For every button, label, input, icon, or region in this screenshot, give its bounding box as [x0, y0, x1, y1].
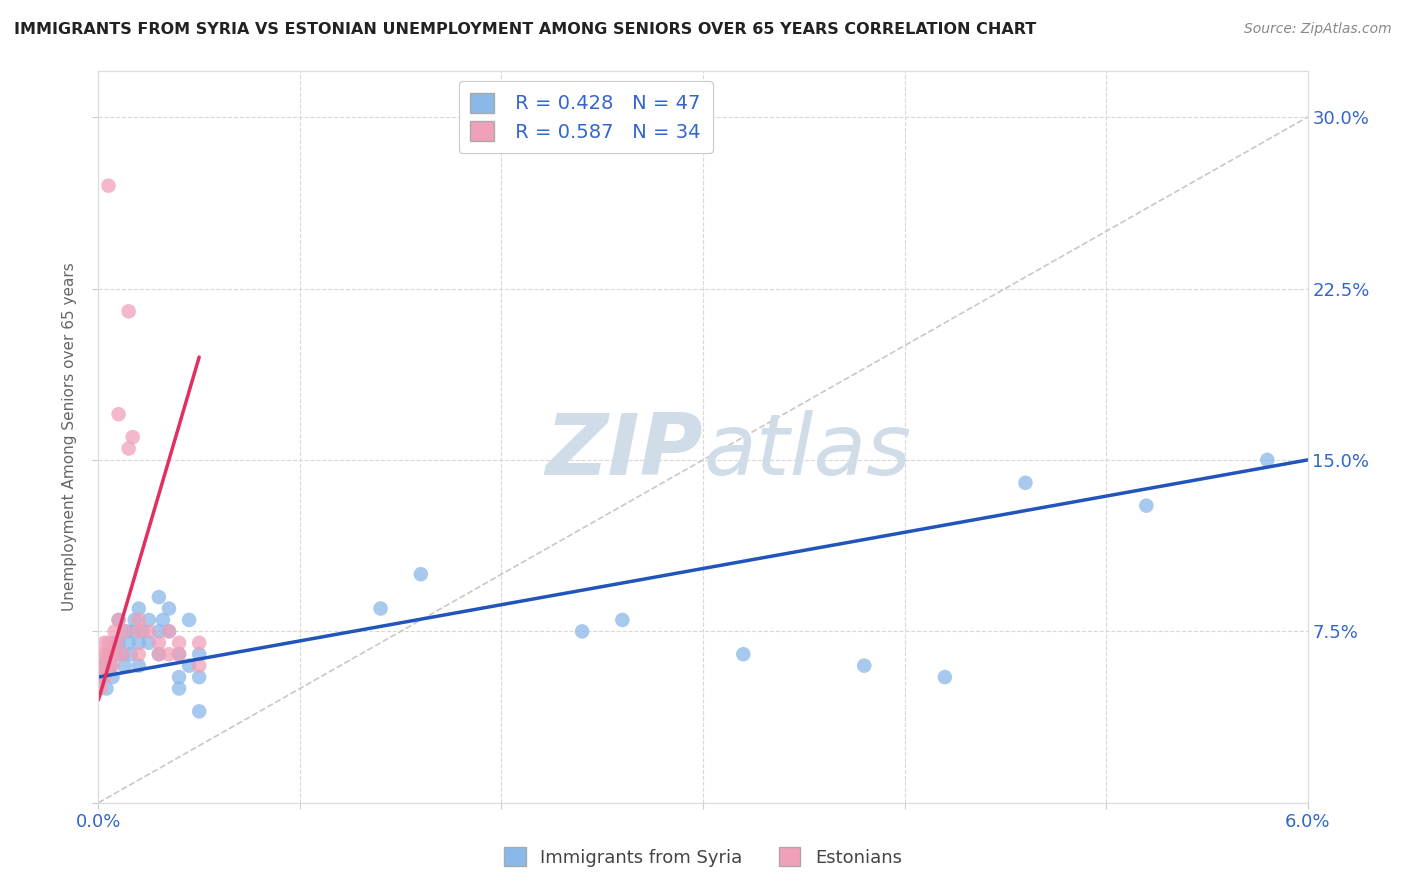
Point — [132, 624, 155, 639]
Text: atlas: atlas — [703, 410, 911, 493]
Point — [91, 647, 114, 661]
Point — [121, 624, 143, 639]
Point — [89, 658, 111, 673]
Point — [157, 624, 180, 639]
Point — [179, 613, 201, 627]
Text: IMMIGRANTS FROM SYRIA VS ESTONIAN UNEMPLOYMENT AMONG SENIORS OVER 65 YEARS CORRE: IMMIGRANTS FROM SYRIA VS ESTONIAN UNEMPL… — [14, 22, 1036, 37]
Point — [107, 636, 129, 650]
Point — [167, 647, 190, 661]
Point — [97, 647, 120, 661]
Point — [128, 636, 150, 650]
Point — [97, 178, 120, 193]
Point — [120, 647, 142, 661]
Point — [96, 658, 118, 673]
Point — [138, 636, 160, 650]
Point — [93, 636, 115, 650]
Point — [409, 567, 432, 582]
Point — [101, 670, 124, 684]
Point — [111, 647, 134, 661]
Point — [118, 636, 141, 650]
Point — [188, 670, 211, 684]
Point — [103, 636, 125, 650]
Point — [128, 647, 150, 661]
Point — [118, 442, 141, 456]
Point — [157, 624, 180, 639]
Point — [128, 658, 150, 673]
Legend: Immigrants from Syria, Estonians: Immigrants from Syria, Estonians — [496, 840, 910, 874]
Point — [167, 636, 190, 650]
Point — [167, 647, 190, 661]
Point — [152, 613, 174, 627]
Point — [96, 681, 118, 696]
Point — [188, 705, 211, 719]
Point — [148, 590, 170, 604]
Point — [103, 624, 125, 639]
Point — [111, 647, 134, 661]
Point — [188, 647, 211, 661]
Point — [1256, 453, 1278, 467]
Point — [114, 658, 136, 673]
Point — [101, 658, 124, 673]
Point — [128, 613, 150, 627]
Point — [96, 647, 118, 661]
Point — [157, 601, 180, 615]
Point — [148, 647, 170, 661]
Point — [138, 613, 160, 627]
Point — [89, 681, 111, 696]
Y-axis label: Unemployment Among Seniors over 65 years: Unemployment Among Seniors over 65 years — [62, 263, 77, 611]
Point — [93, 670, 115, 684]
Point — [179, 658, 201, 673]
Point — [370, 601, 392, 615]
Point — [107, 407, 129, 421]
Point — [107, 613, 129, 627]
Point — [118, 304, 141, 318]
Point — [103, 647, 125, 661]
Point — [128, 624, 150, 639]
Point — [167, 670, 190, 684]
Point — [148, 624, 170, 639]
Point — [115, 624, 138, 639]
Point — [114, 624, 136, 639]
Point — [93, 658, 115, 673]
Point — [571, 624, 593, 639]
Point — [97, 636, 120, 650]
Point — [612, 613, 634, 627]
Point — [853, 658, 876, 673]
Point — [148, 647, 170, 661]
Point — [934, 670, 956, 684]
Text: ZIP: ZIP — [546, 410, 703, 493]
Point — [1135, 499, 1157, 513]
Point — [188, 658, 211, 673]
Point — [138, 624, 160, 639]
Point — [91, 670, 114, 684]
Point — [733, 647, 755, 661]
Point — [167, 681, 190, 696]
Point — [89, 670, 111, 684]
Point — [128, 601, 150, 615]
Point — [188, 636, 211, 650]
Legend:  R = 0.428   N = 47,  R = 0.587   N = 34: R = 0.428 N = 47, R = 0.587 N = 34 — [458, 81, 713, 153]
Point — [107, 613, 129, 627]
Point — [105, 647, 128, 661]
Point — [157, 647, 180, 661]
Point — [148, 636, 170, 650]
Point — [124, 613, 146, 627]
Text: Source: ZipAtlas.com: Source: ZipAtlas.com — [1244, 22, 1392, 37]
Point — [100, 647, 122, 661]
Point — [105, 636, 128, 650]
Point — [100, 658, 122, 673]
Point — [1014, 475, 1036, 490]
Point — [121, 430, 143, 444]
